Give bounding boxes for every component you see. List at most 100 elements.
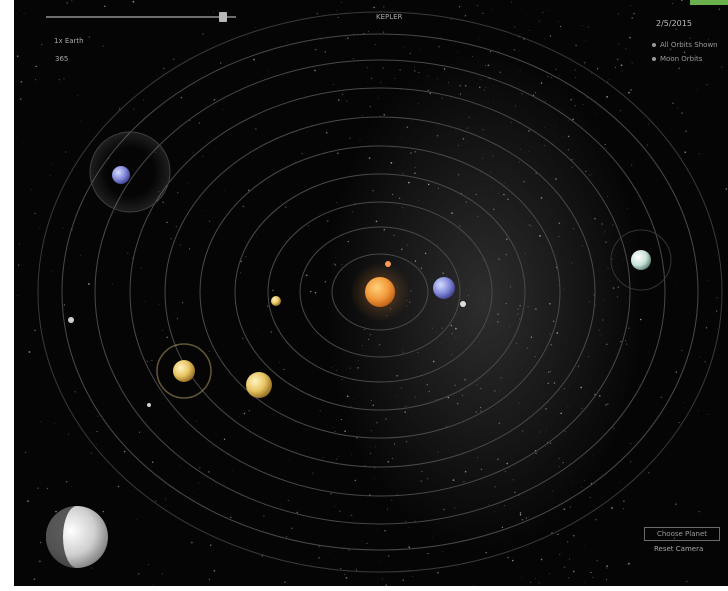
speed-slider[interactable] — [46, 10, 236, 24]
star — [373, 6, 375, 9]
star — [459, 225, 461, 227]
star — [489, 171, 492, 173]
star — [344, 430, 346, 433]
star — [65, 480, 68, 483]
planet-pale[interactable] — [631, 250, 651, 270]
star — [310, 290, 312, 293]
star — [357, 359, 359, 361]
star — [325, 131, 328, 134]
star — [550, 77, 552, 79]
star — [380, 81, 382, 83]
star — [383, 31, 385, 33]
star — [340, 1, 343, 3]
moon-small[interactable] — [460, 301, 466, 307]
star — [370, 399, 373, 402]
star — [480, 388, 482, 390]
star — [383, 5, 385, 8]
star — [623, 508, 625, 510]
star — [625, 340, 627, 342]
star — [544, 127, 545, 129]
star — [441, 550, 443, 552]
star — [535, 92, 537, 94]
star — [253, 58, 255, 61]
star — [312, 473, 314, 475]
star — [198, 122, 201, 124]
star — [476, 5, 479, 7]
star — [385, 469, 387, 471]
sun[interactable] — [365, 277, 395, 307]
star — [482, 128, 484, 131]
reset-camera-button[interactable]: Reset Camera — [654, 545, 704, 553]
star — [689, 37, 691, 40]
star — [464, 15, 467, 17]
star — [65, 151, 67, 153]
star — [400, 387, 403, 389]
star — [457, 50, 458, 52]
star — [394, 77, 396, 79]
star — [191, 541, 193, 544]
speed-value: 365 — [55, 55, 69, 63]
planet-blue-outer[interactable] — [112, 166, 130, 184]
planet-small-inner[interactable] — [385, 261, 391, 267]
star — [698, 409, 699, 411]
star — [669, 48, 672, 50]
orbit-ring — [61, 33, 699, 551]
orbit-ring — [199, 145, 561, 439]
star — [521, 430, 524, 432]
star — [716, 310, 718, 312]
star — [527, 306, 529, 307]
star — [354, 108, 355, 110]
solar-system-scene[interactable] — [14, 0, 728, 586]
star — [427, 552, 429, 555]
star — [459, 85, 461, 87]
star — [400, 248, 403, 251]
planet-yellow-large[interactable] — [246, 372, 272, 398]
star — [557, 533, 559, 536]
star — [592, 455, 593, 456]
star — [240, 272, 242, 274]
star — [500, 390, 502, 392]
star — [482, 259, 484, 261]
star — [553, 382, 556, 384]
star — [35, 79, 37, 81]
star — [494, 486, 496, 488]
star — [503, 183, 505, 185]
star — [324, 51, 326, 53]
star — [88, 283, 90, 285]
star — [548, 371, 550, 373]
star — [562, 135, 564, 137]
star — [127, 252, 129, 254]
star — [208, 578, 210, 580]
dwarf-planet[interactable] — [68, 317, 74, 323]
choose-planet-button[interactable]: Choose Planet — [644, 527, 720, 541]
star — [456, 402, 459, 405]
star — [561, 553, 562, 555]
star — [381, 578, 383, 580]
star — [589, 301, 590, 302]
star — [447, 396, 450, 399]
star — [528, 151, 529, 153]
star — [607, 196, 609, 198]
star — [414, 172, 416, 174]
star — [327, 220, 329, 222]
moon-tiny[interactable] — [147, 403, 151, 407]
planet-blue-inner[interactable] — [433, 277, 455, 299]
star — [507, 556, 509, 559]
star — [617, 43, 620, 45]
planet-small-yellow[interactable] — [271, 296, 281, 306]
star — [285, 206, 287, 208]
star — [384, 530, 386, 532]
star — [66, 2, 68, 4]
planet-yellow-ringed[interactable] — [173, 360, 195, 382]
star — [568, 577, 570, 579]
star — [97, 415, 99, 418]
star — [500, 377, 502, 379]
speed-slider-handle[interactable] — [218, 12, 227, 22]
star — [202, 33, 204, 35]
toggle-all-orbits[interactable]: All Orbits Shown — [652, 41, 718, 49]
star — [20, 81, 23, 83]
star — [454, 384, 456, 387]
toggle-moon-orbits[interactable]: Moon Orbits — [652, 55, 702, 63]
star — [300, 181, 302, 183]
star — [528, 516, 529, 517]
